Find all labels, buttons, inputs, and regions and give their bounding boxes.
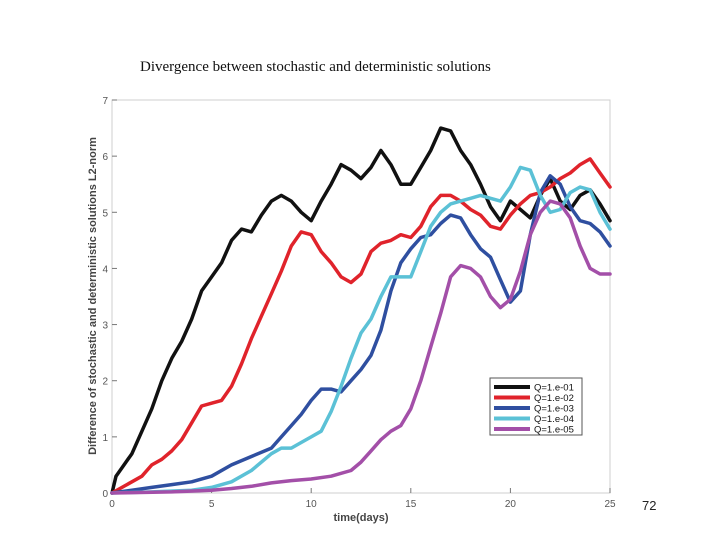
- y-tick-label: 2: [102, 377, 108, 388]
- x-tick-label: 25: [604, 499, 616, 510]
- page-number: 72: [642, 498, 657, 513]
- x-axis-label: time(days): [333, 512, 388, 524]
- y-tick-label: 3: [102, 321, 108, 332]
- series-lines: [110, 126, 612, 495]
- y-axis: 0 1 2 3 4 5 6 7: [102, 96, 117, 500]
- legend-entry: Q=1.e-05: [534, 425, 574, 436]
- y-tick-label: 5: [102, 208, 108, 219]
- slide-title: Divergence between stochastic and determ…: [140, 59, 491, 75]
- legend-entry: Q=1.e-04: [534, 414, 574, 425]
- series-line-1: [110, 126, 612, 495]
- y-axis-label: Difference of stochastic and determinist…: [87, 137, 99, 455]
- legend: Q=1.e-01Q=1.e-02Q=1.e-03Q=1.e-04Q=1.e-05: [489, 377, 583, 436]
- series-line-4: [110, 165, 612, 495]
- y-tick-label: 0: [102, 489, 108, 500]
- y-tick-label: 6: [102, 152, 108, 163]
- series-line-2: [110, 157, 612, 495]
- legend-entry: Q=1.e-03: [534, 404, 574, 415]
- x-tick-label: 15: [405, 499, 417, 510]
- y-tick-label: 1: [102, 433, 108, 444]
- y-tick-label: 7: [102, 96, 108, 107]
- series-line-5: [110, 199, 612, 495]
- x-axis: 0 5 10 15 20 25: [109, 488, 616, 510]
- x-tick-label: 5: [209, 499, 215, 510]
- x-tick-label: 20: [505, 499, 517, 510]
- legend-entry: Q=1.e-01: [534, 383, 574, 394]
- legend-entry: Q=1.e-02: [534, 393, 574, 404]
- x-tick-label: 0: [109, 499, 115, 510]
- x-tick-label: 10: [306, 499, 318, 510]
- y-tick-label: 4: [102, 264, 108, 275]
